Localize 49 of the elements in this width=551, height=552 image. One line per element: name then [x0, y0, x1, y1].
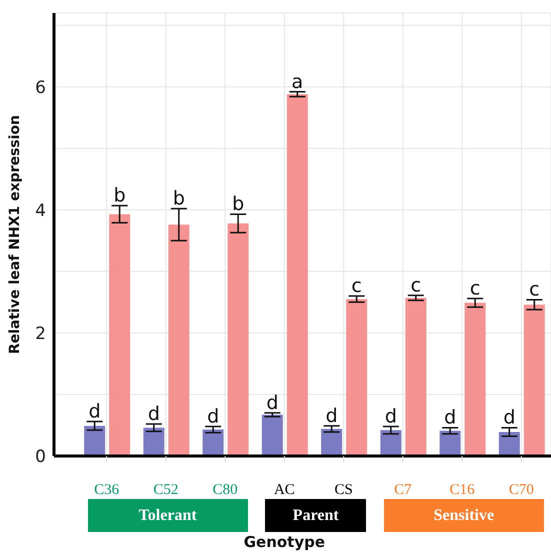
x-axis-title: Genotype [242, 533, 326, 551]
x-tick-label: C52 [153, 482, 178, 498]
group-label-box: Parent [265, 499, 366, 532]
y-tick-label: 4 [35, 200, 46, 221]
x-tick-label: C16 [450, 482, 476, 498]
annotation: c [351, 275, 362, 298]
bar [321, 428, 342, 456]
x-tick-label: C7 [394, 482, 412, 498]
bar [228, 223, 249, 456]
y-tick-label: 2 [35, 324, 46, 344]
bar [440, 430, 461, 456]
annotation: d [266, 392, 278, 414]
annotation: d [503, 406, 516, 429]
annotation: d [384, 405, 397, 428]
bar [168, 224, 190, 456]
y-axis-title: Relative leaf NHX1 expression [6, 114, 23, 354]
annotation: b [172, 188, 185, 210]
annotation: b [114, 184, 126, 207]
annotation: d [88, 400, 101, 423]
bar [346, 299, 368, 456]
bar [84, 426, 106, 456]
annotation: b [232, 193, 244, 216]
annotation: d [326, 404, 338, 427]
group-label-box: Tolerant [88, 499, 248, 532]
annotation: d [444, 406, 456, 429]
bar [202, 430, 224, 456]
bar [498, 432, 520, 456]
x-tick-label: C36 [94, 482, 120, 498]
bar [109, 214, 130, 456]
y-tick-label: 0 [35, 447, 46, 468]
x-tick-label: C80 [212, 482, 238, 498]
annotation: c [410, 274, 422, 296]
bar [380, 430, 402, 456]
bar [286, 94, 308, 456]
annotation: c [470, 277, 480, 300]
group-label-box: Sensitive [384, 499, 544, 532]
x-tick-label: AC [274, 482, 295, 498]
annotation: a [292, 70, 304, 93]
y-tick-label: 6 [35, 78, 46, 98]
annotation: d [207, 405, 220, 428]
bar [143, 428, 164, 456]
bar [405, 298, 426, 456]
annotation: c [529, 278, 540, 301]
bar [262, 414, 283, 456]
annotation: d [148, 403, 160, 426]
bar [464, 302, 486, 456]
bar [524, 304, 545, 456]
x-tick-label: C70 [508, 482, 534, 498]
x-tick-label: CS [334, 482, 353, 498]
